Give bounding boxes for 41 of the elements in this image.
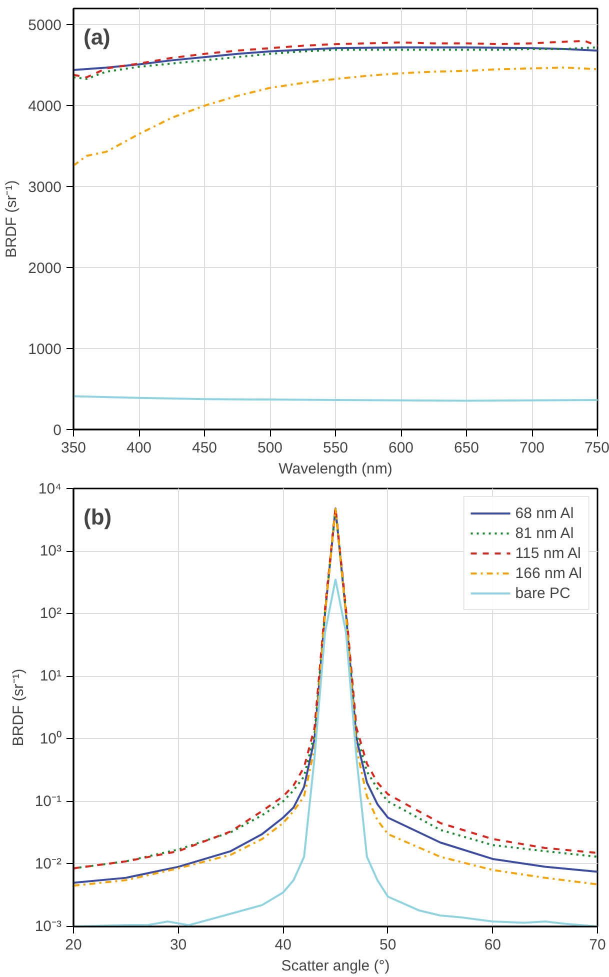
x-tick-label: 650: [454, 440, 480, 456]
y-tick-label: 0: [53, 422, 62, 439]
y-tick-label: 10⁻²: [34, 855, 62, 872]
x-tick-label: 350: [60, 440, 86, 456]
y-tick-label: 3000: [28, 179, 62, 196]
x-tick-label: 750: [584, 440, 609, 456]
x-tick-label: 450: [192, 440, 218, 456]
legend-label: 81 nm Al: [515, 524, 574, 542]
x-axis-title: Wavelength (nm): [278, 460, 392, 478]
y-tick-label: 10³: [40, 542, 62, 560]
x-tick-label: 60: [484, 936, 502, 954]
x-tick-label: 30: [170, 936, 187, 954]
legend-label: 68 nm Al: [515, 504, 574, 522]
x-tick-label: 550: [322, 440, 348, 456]
legend-label: bare PC: [515, 584, 570, 602]
line-series: [74, 66, 598, 167]
y-tick-label: 10²: [40, 605, 62, 622]
y-tick-label: 10¹: [40, 668, 62, 685]
y-tick-label: 4000: [28, 98, 62, 116]
x-axis-title: Scatter angle (°): [281, 958, 390, 974]
x-tick-label: 600: [388, 440, 414, 456]
x-tick-label: 500: [257, 440, 283, 456]
y-tick-label: 5000: [28, 17, 62, 34]
y-tick-label: 10⁰: [40, 730, 62, 748]
annotation: (b): [84, 504, 112, 530]
annotation: (a): [84, 24, 110, 50]
y-tick-label: 10⁻¹: [34, 792, 62, 810]
x-tick-label: 70: [589, 936, 606, 954]
y-tick-label: 10⁴: [38, 480, 62, 498]
x-tick-label: 20: [65, 936, 82, 954]
y-axis-title: BRDF (sr⁻¹): [10, 668, 27, 746]
x-tick-label: 700: [519, 440, 545, 456]
x-tick-label: 40: [274, 936, 292, 954]
x-tick-label: 50: [380, 936, 396, 954]
y-axis-title: BRDF (sr⁻¹): [3, 180, 20, 258]
legend-label: 166 nm Al: [515, 564, 582, 582]
x-tick-label: 400: [126, 440, 152, 456]
y-tick-label: 1000: [28, 341, 62, 358]
y-tick-label: 10⁻³: [34, 918, 62, 935]
y-tick-label: 2000: [28, 260, 62, 278]
legend-label: 115 nm Al: [515, 544, 581, 562]
